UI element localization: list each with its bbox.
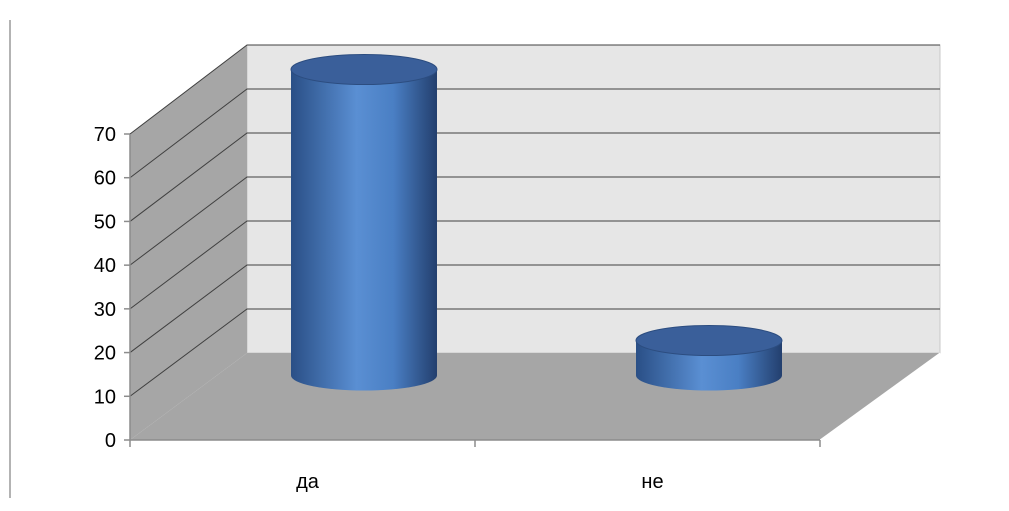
y-tick-label: 20 (94, 343, 116, 365)
y-tick-label: 50 (94, 211, 116, 233)
side-wall (130, 45, 247, 440)
gridline-50 (129, 132, 940, 222)
gridline-20 (129, 264, 940, 353)
x-tick-label: да (296, 471, 320, 493)
y-tick-label: 10 (94, 386, 116, 408)
gridline-10 (129, 308, 940, 397)
floor-edge (819, 352, 941, 441)
y-tick-label: 30 (94, 299, 116, 321)
x-tick-label: не (641, 471, 663, 493)
bar-top (290, 54, 438, 85)
bar-не (635, 325, 783, 391)
bar-body (291, 69, 437, 391)
floor (130, 353, 940, 440)
y-tick-label: 60 (94, 168, 116, 190)
gridline-40 (129, 176, 940, 266)
bar-да (290, 54, 438, 391)
y-tick-label: 0 (105, 430, 116, 452)
bar-top (635, 325, 783, 357)
y-tick-label: 70 (94, 124, 116, 146)
gridline-30 (129, 220, 940, 310)
y-tick-label: 40 (94, 255, 116, 277)
gridline-70 (129, 44, 940, 135)
gridline-60 (129, 88, 940, 179)
